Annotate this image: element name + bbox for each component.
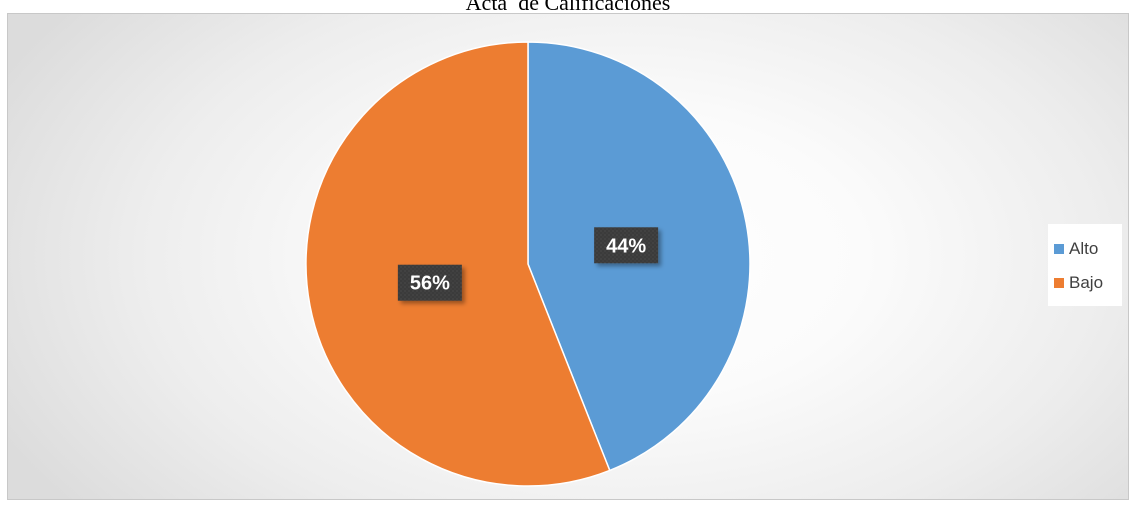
pie-slice-bajo: [305, 41, 611, 487]
pie-slices: [305, 41, 751, 487]
data-label-box-alto: [594, 227, 659, 264]
legend-item-alto: Alto: [1054, 232, 1122, 266]
data-label-text-alto: 44%: [606, 235, 646, 257]
chart-area: 44% 56% Alto Bajo: [7, 13, 1129, 500]
data-label-bajo: 56%: [397, 264, 462, 301]
legend-swatch-alto: [1054, 244, 1064, 254]
legend-item-bajo: Bajo: [1054, 266, 1122, 300]
pie-data-labels: 44% 56%: [397, 227, 659, 301]
pie-chart: 44% 56%: [305, 41, 751, 487]
legend-swatch-bajo: [1054, 278, 1064, 288]
data-label-alto: 44%: [594, 227, 659, 264]
data-label-box-bajo: [397, 264, 462, 301]
legend: Alto Bajo: [1048, 224, 1122, 306]
data-label-text-bajo: 56%: [410, 273, 450, 295]
legend-label-alto: Alto: [1069, 239, 1099, 258]
legend-label-bajo: Bajo: [1069, 273, 1104, 292]
chart-title: Acta de Calificaciones: [465, 0, 671, 15]
